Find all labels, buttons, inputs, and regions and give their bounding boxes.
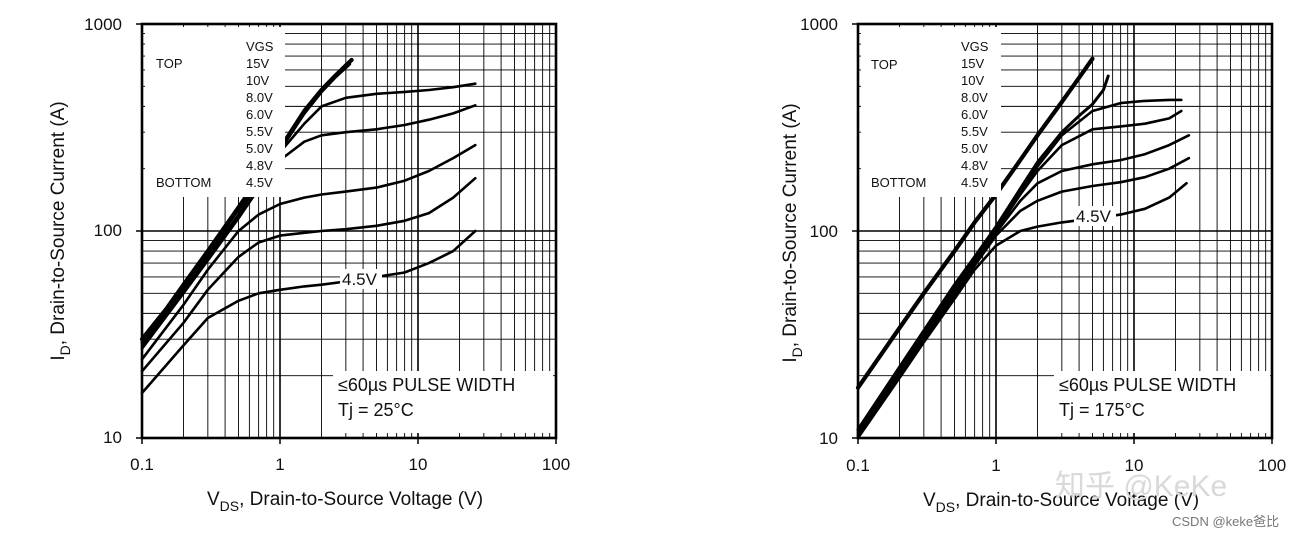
chart-left-legend-entry: 15V — [246, 56, 269, 71]
chart-left-curve-label-box — [340, 269, 382, 289]
chart-left-legend-entry: 10V — [246, 73, 269, 88]
chart-left-series-line — [140, 229, 477, 395]
chart-left-y-tick-label: 100 — [94, 221, 122, 240]
chart-left-annotation-box — [333, 371, 553, 433]
chart-right-legend-entry: 4.5V — [961, 175, 988, 190]
chart-right-legend-box — [861, 27, 1001, 197]
chart-left-annotation-pulse: ≤60µs PULSE WIDTH — [338, 375, 515, 395]
chart-left-legend-entry: 5.5V — [246, 124, 273, 139]
chart-left-legend-header: VGS — [246, 39, 274, 54]
chart-right-x-axis-label: VDS, Drain-to-Source Voltage (V) — [923, 490, 1199, 515]
chart-left-series-line — [140, 82, 477, 347]
chart-left-legend-top-label: TOP — [156, 56, 183, 71]
watermark-text: 知乎 @KeKe — [1055, 470, 1227, 503]
chart-left-legend-entry: 4.5V — [246, 175, 273, 190]
chart-left-series-line — [140, 176, 477, 373]
chart-right-annotation-temp: Tj = 175°C — [1059, 400, 1145, 420]
chart-left-x-tick-label: 10 — [409, 455, 428, 474]
chart-right-legend-entry: 6.0V — [961, 107, 988, 122]
chart-right-x-tick-label: 1 — [991, 456, 1000, 475]
chart-left-legend-entry: 8.0V — [246, 90, 273, 105]
chart-left-legend-bottom-label: BOTTOM — [156, 175, 211, 190]
chart-right-series-line — [856, 74, 1110, 431]
chart-right-legend-entry: 10V — [961, 73, 984, 88]
chart-left-x-tick-label: 100 — [542, 455, 570, 474]
chart-left-legend-entry: 5.0V — [246, 141, 273, 156]
chart-right-y-tick-label: 100 — [810, 222, 838, 241]
chart-right-y-tick-label: 10 — [819, 429, 838, 448]
chart-right-legend-entry: 15V — [961, 56, 984, 71]
chart-left-legend-entries: 15V 10V 8.0V 6.0V 5.5V 5.0V 4.8V 4.5V — [246, 56, 273, 190]
chart-right-annotation-box — [1054, 371, 1270, 433]
chart-right-legend-entry: 5.5V — [961, 124, 988, 139]
chart-right-series-line — [856, 109, 1183, 435]
chart-right-legend-entry: 4.8V — [961, 158, 988, 173]
chart-right-legend-top-label: TOP — [871, 57, 898, 72]
chart-right-annotation-pulse: ≤60µs PULSE WIDTH — [1059, 375, 1236, 395]
chart-left-x-axis-label: VDS, Drain-to-Source Voltage (V) — [207, 489, 483, 514]
chart-right: VGS TOP BOTTOM 15V 10V 8.0V 6.0V 5.5V 5.… — [780, 15, 1286, 515]
chart-right-y-axis-label: ID, Drain-to-Source Current (A) — [780, 103, 805, 362]
chart-right-legend-header: VGS — [961, 39, 989, 54]
chart-right-legend-entry: 8.0V — [961, 90, 988, 105]
chart-left-series-line — [140, 143, 477, 361]
chart-left-series-line — [140, 104, 477, 351]
chart-right-curve-label-box — [1074, 206, 1116, 226]
chart-left-curve-label: 4.5V — [342, 270, 378, 289]
credit-text: CSDN @keke爸比 — [1172, 514, 1279, 529]
chart-left-annotation-temp: Tj = 25°C — [338, 400, 414, 420]
chart-left-legend-box — [145, 27, 285, 197]
chart-right-curves — [855, 56, 1191, 440]
chart-right-axis-ticks — [852, 23, 1273, 444]
chart-right-series-line — [856, 182, 1188, 440]
chart-left: VGS TOP BOTTOM 15V 10V 8.0V 6.0V 5.5V 5.… — [48, 15, 570, 514]
chart-right-legend-entry: 5.0V — [961, 141, 988, 156]
chart-left-legend-entry: 6.0V — [246, 107, 273, 122]
chart-right-legend-bottom-label: BOTTOM — [871, 175, 926, 190]
chart-right-curve-label: 4.5V — [1076, 207, 1112, 226]
chart-right-legend-entries: 15V 10V 8.0V 6.0V 5.5V 5.0V 4.8V 4.5V — [961, 56, 988, 190]
chart-left-y-tick-label: 1000 — [84, 15, 122, 34]
chart-left-legend-entry: 4.8V — [246, 158, 273, 173]
chart-right-series-line — [856, 98, 1183, 433]
chart-right-y-tick-label: 1000 — [800, 15, 838, 34]
chart-right-x-tick-label: 10 — [1125, 456, 1144, 475]
chart-left-x-tick-label: 0.1 — [130, 455, 154, 474]
chart-left-y-tick-label: 10 — [103, 428, 122, 447]
chart-left-y-axis-label: ID, Drain-to-Source Current (A) — [48, 101, 73, 360]
chart-left-x-tick-label: 1 — [275, 455, 284, 474]
chart-left-axis-ticks — [136, 23, 557, 444]
chart-right-x-tick-label: 0.1 — [846, 456, 870, 475]
chart-right-x-tick-label: 100 — [1258, 456, 1286, 475]
